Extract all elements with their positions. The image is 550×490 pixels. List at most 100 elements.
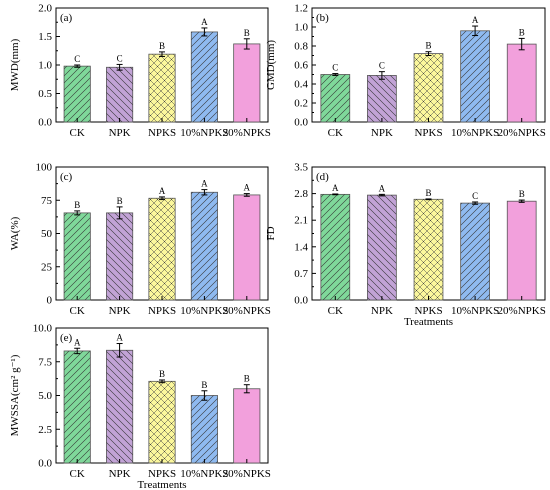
y-tick-label: 1.0: [38, 60, 52, 72]
significance-letter: B: [74, 200, 80, 210]
y-tick-label: 0: [47, 295, 53, 307]
y-tick-label: 5.0: [38, 390, 52, 402]
y-tick-label: 0.5: [38, 88, 52, 100]
y-tick-label: 75: [41, 195, 53, 207]
x-tick-label: NPK: [109, 468, 131, 480]
y-tick-label: 100: [36, 162, 53, 174]
x-tick-label: 10%NPKS: [180, 127, 228, 139]
bar-hatch: [191, 192, 218, 300]
x-tick-label: 10%NPKS: [451, 305, 499, 317]
y-tick-label: 10.0: [33, 323, 53, 335]
y-tick-label: 0.8: [294, 41, 308, 53]
y-tick-label: 0.0: [294, 295, 308, 307]
x-tick-label: 10%NPKS: [180, 305, 228, 317]
significance-letter: C: [379, 61, 385, 71]
y-tick-label: 1.4: [294, 241, 308, 253]
bar-hatch: [367, 75, 397, 122]
y-tick-label: 2.0: [38, 3, 52, 15]
y-tick-label: 0.2: [294, 98, 308, 110]
bar-hatch: [106, 350, 133, 463]
panel-label: (d): [316, 171, 329, 183]
bar-hatch: [148, 381, 176, 463]
x-tick-label: NPKS: [148, 468, 176, 480]
panel-label: (a): [60, 12, 73, 24]
y-tick-label: 2.1: [294, 215, 308, 227]
bar-hatch: [64, 212, 91, 300]
bar-hatch: [320, 74, 350, 122]
bar-hatch: [460, 203, 490, 300]
significance-letter: C: [117, 53, 123, 63]
bar-hatch: [64, 66, 91, 122]
x-tick-label: 20%NPKS: [498, 127, 546, 139]
x-tick-label: NPKS: [148, 305, 176, 317]
x-tick-label: CK: [70, 468, 85, 480]
panel-label: (e): [60, 332, 73, 344]
bar-hatch: [414, 199, 443, 300]
x-tick-label: NPKS: [414, 127, 442, 139]
x-tick-label: NPK: [109, 305, 131, 317]
y-tick-label: 0.0: [294, 117, 308, 129]
x-tick-label: CK: [70, 127, 85, 139]
significance-letter: A: [74, 337, 81, 347]
y-tick-label: 1.0: [294, 22, 308, 34]
y-tick-label: 2.5: [38, 424, 52, 436]
y-tick-label: 50: [41, 228, 53, 240]
y-axis-title: MWD(mm): [9, 38, 21, 91]
x-tick-label: 20%NPKS: [223, 468, 271, 480]
panel-e: 0.0 2.5 5.0 7.5 10.0 A CK A NPK B NPKS B 10%NPKS B 20%…: [9, 323, 271, 490]
significance-letter: C: [472, 191, 478, 201]
panel-label: (c): [60, 171, 73, 183]
significance-letter: A: [379, 183, 386, 193]
x-tick-label: NPKS: [148, 127, 176, 139]
significance-letter: B: [159, 41, 165, 51]
bar-hatch: [148, 198, 176, 300]
significance-letter: B: [159, 369, 165, 379]
bar-20pctNPKS: [233, 388, 261, 464]
bar-hatch: [106, 212, 133, 300]
y-tick-label: 3.5: [294, 162, 308, 174]
y-tick-label: 1.2: [294, 3, 308, 15]
y-tick-label: 25: [41, 261, 53, 273]
y-tick-label: 0.0: [38, 458, 52, 470]
significance-letter: B: [425, 41, 431, 51]
y-tick-label: 0.0: [38, 117, 52, 129]
significance-letter: C: [332, 63, 338, 73]
bar-hatch: [191, 31, 218, 122]
bar-hatch: [148, 54, 176, 122]
y-axis-title: WA(%): [9, 216, 21, 250]
x-tick-label: 20%NPKS: [223, 305, 271, 317]
bar-hatch: [414, 53, 443, 122]
x-tick-label: CK: [328, 127, 343, 139]
bar-20pctNPKS: [233, 43, 261, 123]
y-tick-label: 7.5: [38, 356, 52, 368]
bar-hatch: [106, 67, 133, 122]
significance-letter: A: [332, 183, 339, 193]
bar-20pctNPKS: [506, 200, 537, 301]
significance-letter: A: [116, 333, 123, 343]
bar-hatch: [320, 194, 350, 300]
y-axis-title: GMD(mm): [265, 40, 277, 90]
significance-letter: C: [74, 54, 80, 64]
significance-letter: A: [201, 17, 208, 27]
x-tick-label: 20%NPKS: [498, 305, 546, 317]
x-tick-label: NPKS: [414, 305, 442, 317]
significance-letter: B: [519, 189, 525, 199]
bar-hatch: [367, 195, 397, 300]
bar-hatch: [460, 30, 490, 122]
significance-letter: B: [244, 374, 250, 384]
x-axis-title: Treatments: [404, 316, 453, 328]
significance-letter: B: [425, 188, 431, 198]
x-tick-label: NPK: [109, 127, 131, 139]
significance-letter: B: [117, 196, 123, 206]
y-tick-label: 2.8: [294, 188, 308, 200]
panel-label: (b): [316, 12, 329, 24]
y-tick-label: 0.4: [294, 79, 308, 91]
bar-20pctNPKS: [233, 194, 261, 301]
x-tick-label: 10%NPKS: [451, 127, 499, 139]
x-tick-label: CK: [70, 305, 85, 317]
x-tick-label: 20%NPKS: [223, 127, 271, 139]
y-tick-label: 0.7: [294, 268, 308, 280]
significance-letter: B: [519, 27, 525, 37]
x-tick-label: 10%NPKS: [180, 468, 228, 480]
